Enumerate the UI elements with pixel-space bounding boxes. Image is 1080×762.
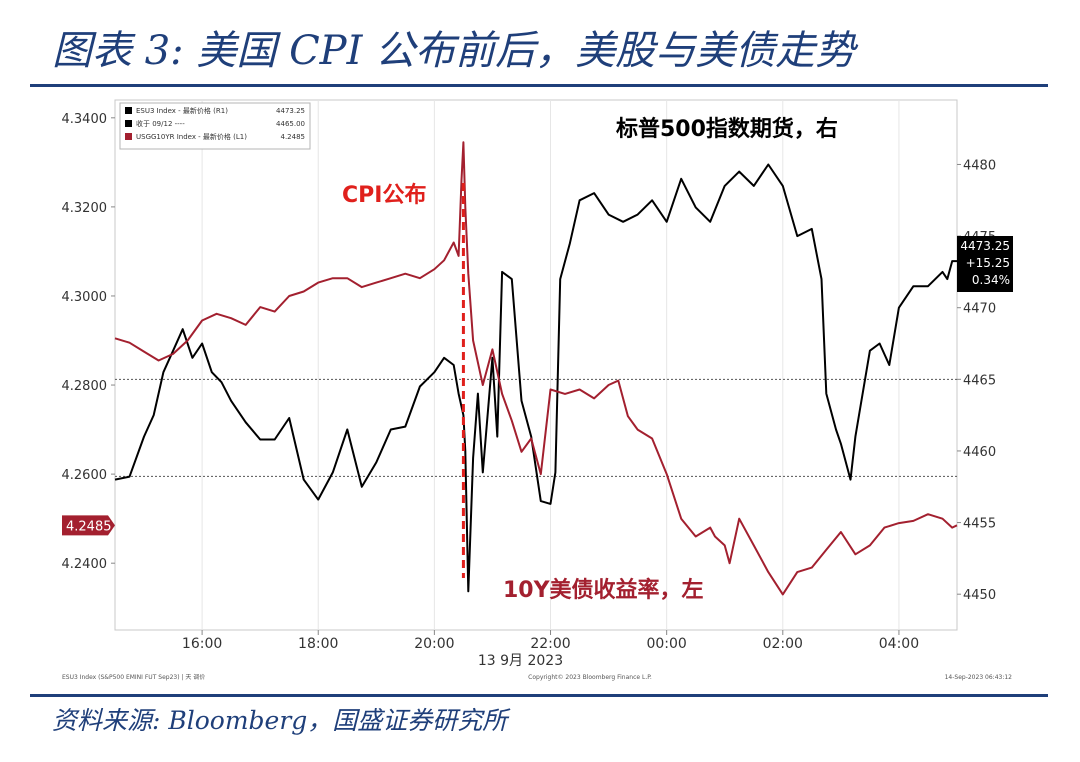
footer-right: 14-Sep-2023 06:43:12 [945,674,1013,681]
left-last-value-text: 4.2485 [66,519,112,534]
legend-entry-text: ESU3 Index - 最新价格 (R1) [136,106,228,115]
left-tick-label: 4.2800 [62,379,108,394]
legend-swatch [125,120,132,127]
right-tick-label: 4450 [963,588,996,603]
legend-entry-value: 4.2485 [281,133,306,141]
x-tick-label: 18:00 [298,636,338,652]
legend-entry-text: USGG10YR Index - 最新价格 (L1) [136,132,247,141]
left-tick-label: 4.2600 [62,468,108,483]
right-last-price-box [957,236,1013,292]
footer-center: Copyright© 2023 Bloomberg Finance L.P. [528,674,652,681]
right-tick-label: 4465 [963,373,996,388]
legend-swatch [125,133,132,140]
legend-entry-value: 4465.00 [276,120,305,128]
x-tick-label: 04:00 [879,636,919,652]
right-last-price-text: +15.25 [966,256,1010,270]
right-tick-label: 4470 [963,302,996,317]
right-last-price-text: 0.34% [972,273,1010,287]
right-tick-label: 4460 [963,445,996,460]
left-tick-label: 4.3400 [62,112,108,127]
x-tick-label: 00:00 [646,636,686,652]
left-tick-label: 4.2400 [62,557,108,572]
date-label: 13 9月 2023 [478,653,563,669]
series-line-us10y-yield [114,141,958,596]
legend-entry-text: 收于 09/12 ---- [136,119,185,128]
legend-box [119,102,311,150]
bottom-rule [30,694,1048,697]
footer-left: ESU3 Index (S&P500 EMINI FUT Sep23) | 天 … [62,673,205,681]
x-tick-label: 22:00 [530,636,570,652]
figure-title: 图表 3: 美国 CPI 公布前后，美股与美债走势 [52,28,856,74]
figure-source: 资料来源: Bloomberg，国盛证券研究所 [52,706,508,735]
x-tick-label: 20:00 [414,636,454,652]
x-tick-label: 16:00 [182,636,222,652]
annotation-ust: 10Y美债收益率，左 [503,577,704,603]
right-tick-label: 4480 [963,158,996,173]
top-rule [30,84,1048,87]
annotation-spx: 标普500指数期货，右 [616,116,838,142]
left-tick-label: 4.3000 [62,290,108,305]
left-tick-label: 4.3200 [62,201,108,216]
series-line-spx-futures [114,163,957,593]
left-last-value-tag [62,515,115,536]
annotation-cpi: CPI公布 [342,182,426,208]
right-last-price-text: 4473.25 [960,239,1010,253]
x-tick-label: 02:00 [763,636,803,652]
legend-entry-value: 4473.25 [276,107,305,115]
plot-area [114,99,958,631]
right-tick-label: 4455 [963,517,996,532]
legend-swatch [125,107,132,114]
